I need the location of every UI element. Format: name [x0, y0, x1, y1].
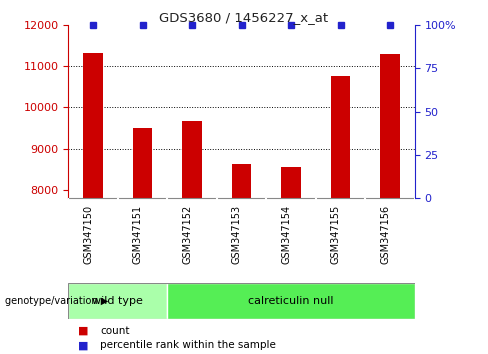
- Bar: [232, 164, 251, 198]
- Bar: [380, 54, 400, 198]
- Text: ■: ■: [78, 326, 89, 336]
- Text: GSM347156: GSM347156: [380, 205, 390, 264]
- Text: GSM347153: GSM347153: [232, 205, 242, 264]
- Bar: [133, 129, 152, 198]
- Text: GSM347152: GSM347152: [182, 205, 192, 264]
- Bar: [68, 283, 167, 319]
- Bar: [167, 283, 415, 319]
- Text: calreticulin null: calreticulin null: [248, 296, 334, 306]
- Bar: [331, 76, 350, 198]
- Text: GSM347155: GSM347155: [330, 205, 341, 264]
- Bar: [182, 121, 202, 198]
- Text: GSM347151: GSM347151: [133, 205, 142, 264]
- Bar: [281, 167, 301, 198]
- Bar: [83, 53, 103, 198]
- Text: count: count: [100, 326, 129, 336]
- Text: GSM347150: GSM347150: [83, 205, 93, 264]
- Text: percentile rank within the sample: percentile rank within the sample: [100, 340, 276, 350]
- Text: genotype/variation ▶: genotype/variation ▶: [5, 296, 108, 306]
- Text: wild type: wild type: [92, 296, 143, 306]
- Text: GSM347154: GSM347154: [281, 205, 291, 264]
- Text: GDS3680 / 1456227_x_at: GDS3680 / 1456227_x_at: [160, 11, 328, 24]
- Text: ■: ■: [78, 340, 89, 350]
